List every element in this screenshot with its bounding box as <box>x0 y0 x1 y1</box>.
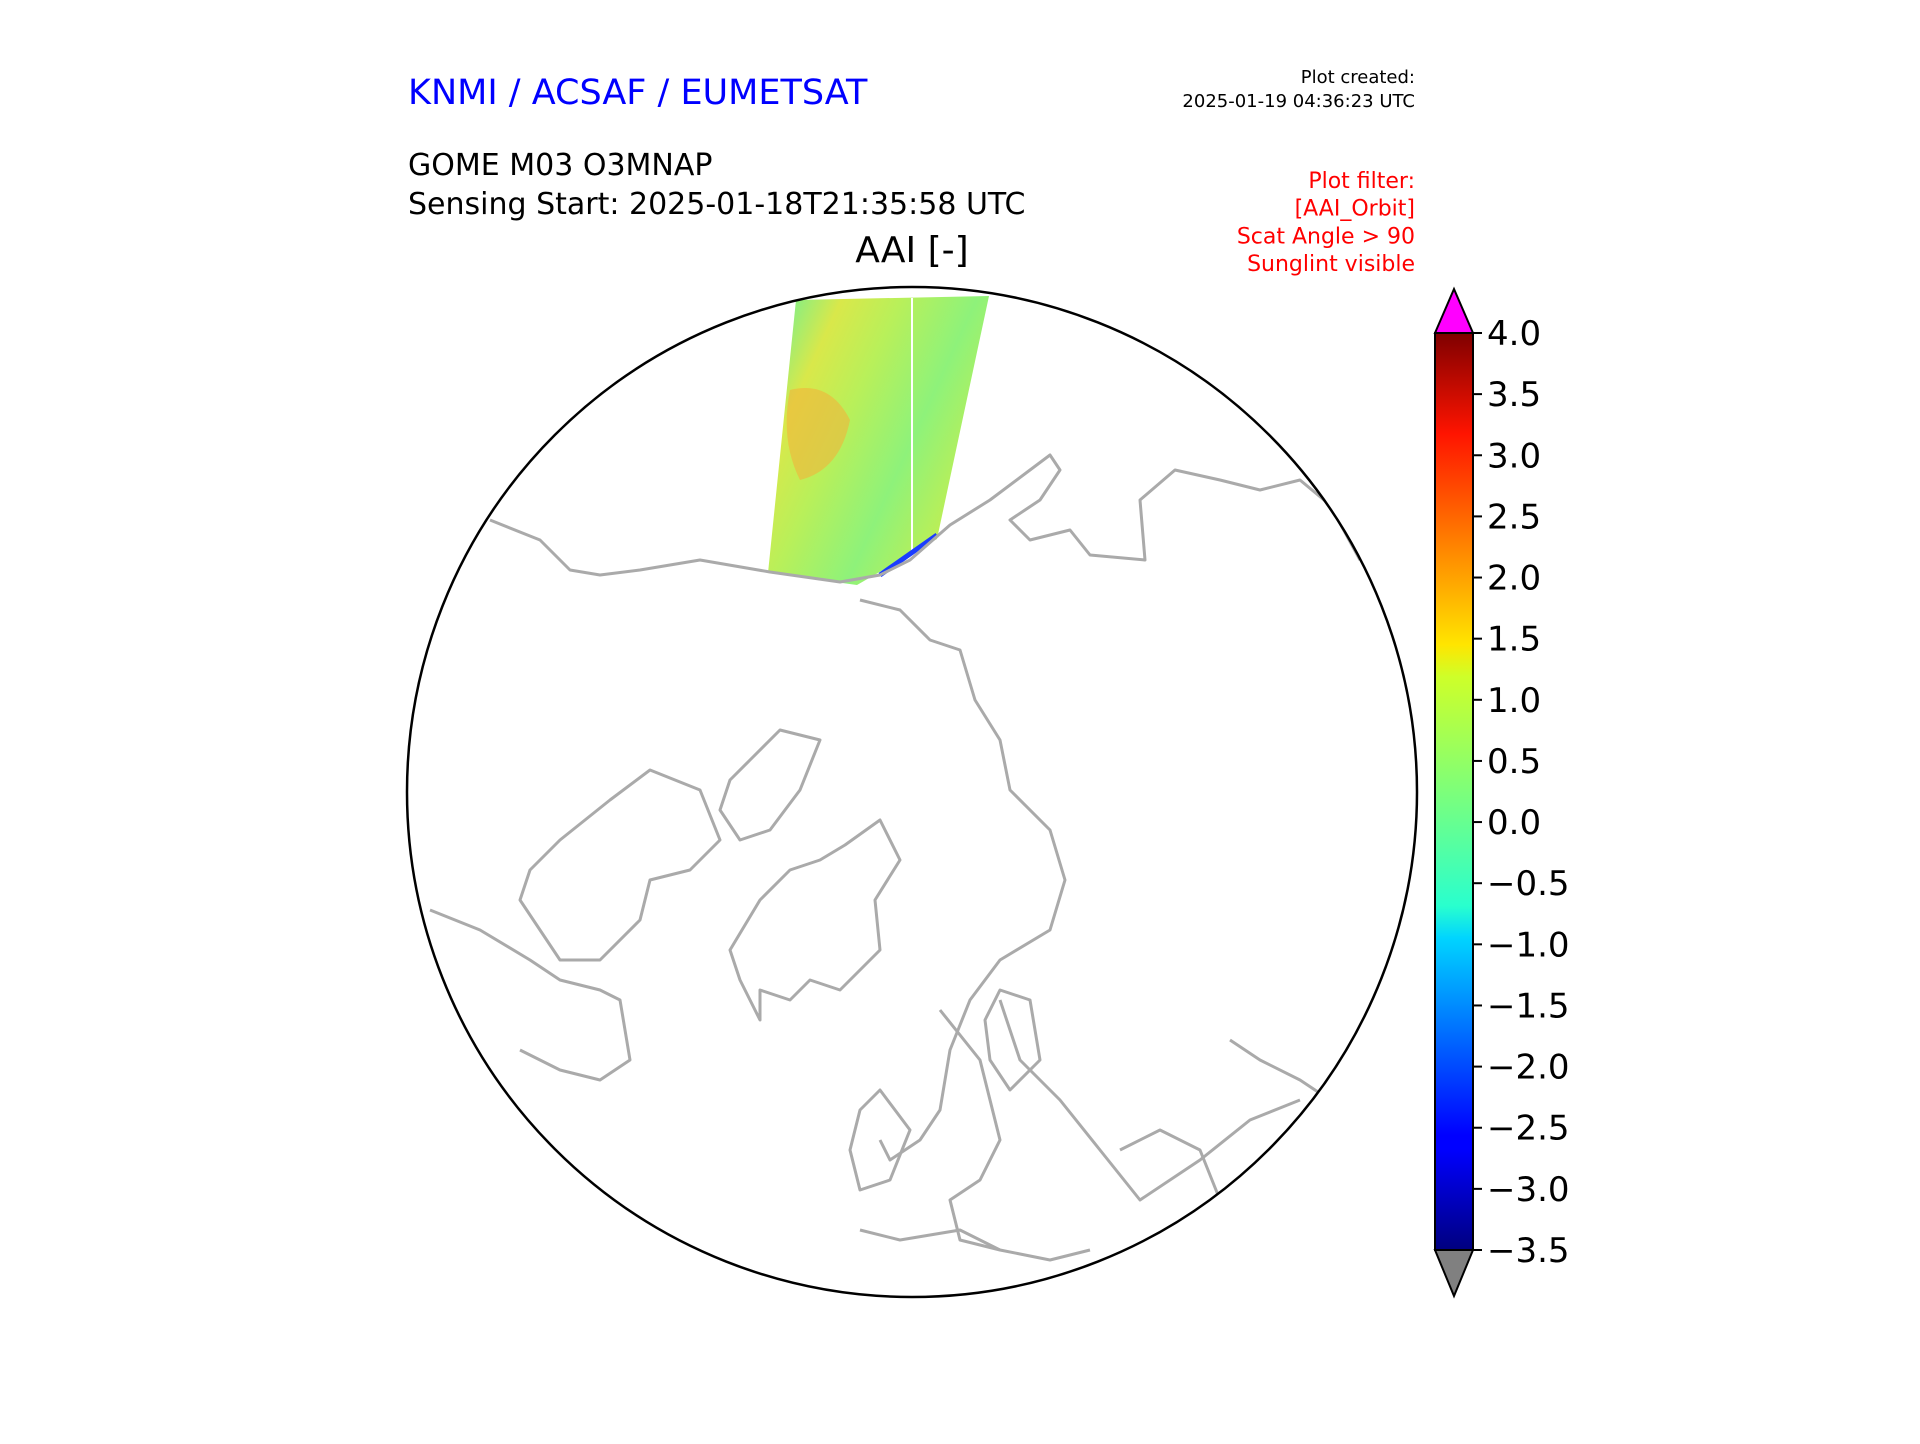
colorbar-tick-label: −1.5 <box>1487 986 1570 1026</box>
colorbar-tick-label: 0.0 <box>1487 803 1541 843</box>
plot-filter-text: Plot filter: [AAI_Orbit]Scat Angle > 90 Su… <box>1237 169 1415 277</box>
colorbar-tick-label: 4.0 <box>1487 314 1541 354</box>
colorbar: 4.0 3.5 3.0 2.5 2.0 1.5 1.0 0.5 0.0 −0.5 −1.0 −1.5 −… <box>1433 286 1570 1299</box>
colorbar-tick-label: 1.5 <box>1487 620 1541 660</box>
plot-created-label: Plot created: <box>1301 67 1415 88</box>
colorbar-tick-label: 3.5 <box>1487 375 1541 415</box>
map <box>429 296 1362 1262</box>
colorbar-extend-min <box>1433 1249 1475 1299</box>
colorbar-tick-label: 2.0 <box>1487 559 1541 599</box>
colorbar-tick-label: 3.0 <box>1487 436 1541 476</box>
colorbar-gradient <box>1434 332 1474 1251</box>
sensing-start: Sensing Start: 2025-01-18T21:35:58 UTC <box>408 187 1025 222</box>
plot-created-time: 2025-01-19 04:36:23 UTC <box>1182 91 1415 112</box>
colorbar-tick-label: −2.0 <box>1487 1048 1570 1088</box>
product-title: GOME M03 O3MNAP <box>408 148 712 183</box>
plot-filter-line: [AAI_Orbit] <box>1295 197 1415 222</box>
colorbar-tick-label: 0.5 <box>1487 742 1541 782</box>
colorbar-tick-label: 1.0 <box>1487 681 1541 721</box>
plot-filter-line: Scat Angle > 90 <box>1237 224 1415 249</box>
colorbar-extend-max <box>1433 286 1475 334</box>
plot-filter-line: Sunglint visible <box>1247 252 1415 277</box>
colorbar-tick-label: −0.5 <box>1487 864 1570 904</box>
organization-title: KNMI / ACSAF / EUMETSAT <box>408 73 868 113</box>
colorbar-tick-label: −3.0 <box>1487 1170 1570 1210</box>
plot-filter-line: Plot filter: <box>1308 169 1415 194</box>
chart-title: AAI [-] <box>855 230 968 271</box>
colorbar-tick-label: −1.0 <box>1487 925 1570 965</box>
colorbar-tick-label: −3.5 <box>1487 1231 1570 1271</box>
colorbar-tick-label: −2.5 <box>1487 1109 1570 1149</box>
swath-orange-region <box>786 388 850 480</box>
swath-blue-edge <box>878 532 939 578</box>
aai-swath <box>768 296 989 585</box>
coastlines <box>429 453 1362 1262</box>
colorbar-tick-label: 2.5 <box>1487 497 1541 537</box>
map-boundary <box>405 285 1419 1299</box>
